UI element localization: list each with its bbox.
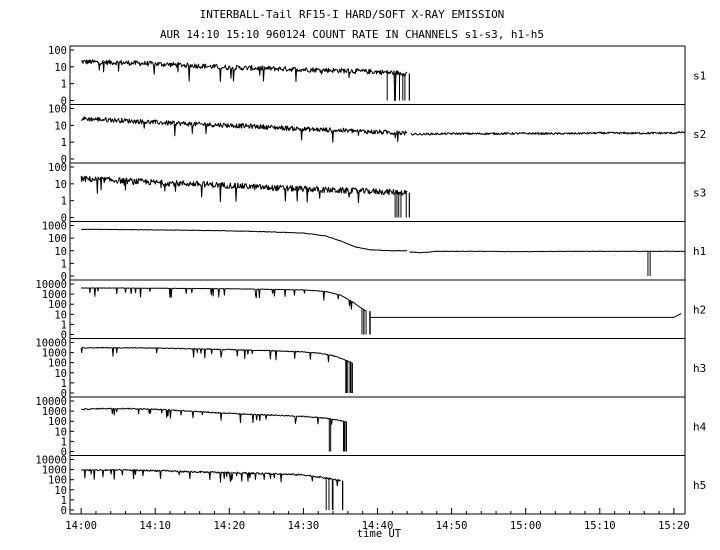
channel-label: s2: [693, 128, 706, 141]
y-tick-label: 1: [61, 378, 67, 390]
y-tick-label: 0: [61, 96, 67, 108]
x-axis: 14:00 14:10 14:20 14:30 14:40 14:50 15:00 15:10…: [65, 508, 690, 532]
series-line-h1-1: [409, 250, 686, 254]
y-tick-label: 10: [54, 368, 67, 380]
y-tick-label: 1000: [42, 465, 67, 477]
panel-frame: [69, 455, 686, 515]
y-tick-label: 10: [54, 426, 67, 438]
x-tick-label: 14:40: [362, 520, 394, 532]
y-tick-label: 10: [54, 309, 67, 321]
y-tick-label: 1: [61, 79, 67, 91]
y-tick-label: 10: [54, 246, 67, 258]
x-tick-label: 14:10: [139, 520, 171, 532]
y-tick-label: 100: [48, 104, 67, 116]
y-tick-label: 100: [48, 162, 67, 174]
panel-frame: [69, 45, 686, 105]
y-tick-label: 10000: [35, 455, 67, 467]
chart-subtitle: AUR 14:10 15:10 960124 COUNT RATE IN CHA…: [160, 28, 544, 41]
channel-label: h2: [693, 303, 706, 316]
series-line-s2-0: [80, 116, 408, 143]
y-tick-label: 0: [61, 330, 67, 342]
y-tick-label: 1: [61, 258, 67, 270]
y-tick-label: 10: [54, 62, 67, 74]
y-tick-label: 1: [61, 436, 67, 448]
y-tick-label: 10: [54, 485, 67, 497]
y-tick-label: 0: [61, 388, 67, 400]
y-tick-label: 10: [54, 120, 67, 132]
y-tick-label: 10: [54, 179, 67, 191]
y-tick-label: 100: [48, 475, 67, 487]
series-line-h4-0: [80, 407, 345, 425]
series-line-s2-1: [410, 130, 686, 136]
y-tick-label: 10000: [35, 338, 67, 350]
chart-title: INTERBALL-Tail RF15-I HARD/SOFT X-RAY EM…: [200, 8, 505, 21]
y-tick-label: 1000: [42, 221, 67, 233]
x-tick-label: 14:00: [65, 520, 97, 532]
series-line-s1-0: [81, 59, 408, 101]
y-tick-label: 100: [48, 358, 67, 370]
series-line-h1-0: [81, 228, 408, 252]
channel-label: h5: [693, 479, 706, 492]
x-tick-label: 14:30: [288, 520, 320, 532]
y-tick-label: 100: [48, 233, 67, 245]
channel-label: s3: [693, 186, 706, 199]
y-tick-label: 0: [61, 447, 67, 459]
panel-frame: [69, 396, 686, 456]
y-tick-label: 1: [61, 196, 67, 208]
y-tick-label: 0: [61, 154, 67, 166]
channel-label: s1: [693, 69, 706, 82]
y-tick-label: 100: [48, 45, 67, 57]
y-tick-label: 1000: [42, 406, 67, 418]
x-tick-label: 15:00: [510, 520, 542, 532]
x-tick-label: 14:50: [436, 520, 468, 532]
y-tick-label: 0: [61, 505, 67, 517]
y-tick-label: 0: [61, 271, 67, 283]
y-tick-label: 1000: [42, 348, 67, 360]
y-tick-label: 1: [61, 495, 67, 507]
series-line-h2-0: [80, 287, 367, 312]
x-tick-label: 14:20: [214, 520, 246, 532]
channel-label: h4: [693, 420, 707, 433]
x-axis-label: time UT: [357, 528, 402, 540]
x-tick-label: 15:10: [584, 520, 616, 532]
channel-label: h3: [693, 362, 706, 375]
y-tick-label: 10000: [35, 279, 67, 291]
y-tick-label: 1: [61, 137, 67, 149]
series-line-h2-1: [370, 313, 682, 318]
series-line-h3-0: [80, 346, 352, 364]
channel-label: h1: [693, 245, 706, 258]
y-tick-label: 100: [48, 416, 67, 428]
x-tick-label: 15:20: [658, 520, 690, 532]
y-tick-label: 1000: [42, 289, 67, 301]
y-tick-label: 100: [48, 299, 67, 311]
y-tick-label: 10000: [35, 396, 67, 408]
panels-group: 1001010s11001010s21001010s310001001010h1…: [35, 45, 706, 517]
panel-frame: [69, 338, 686, 398]
y-tick-label: 1: [61, 319, 67, 331]
series-line-h5-0: [80, 468, 341, 487]
y-tick-label: 0: [61, 213, 67, 225]
series-line-s3-0: [80, 175, 408, 204]
